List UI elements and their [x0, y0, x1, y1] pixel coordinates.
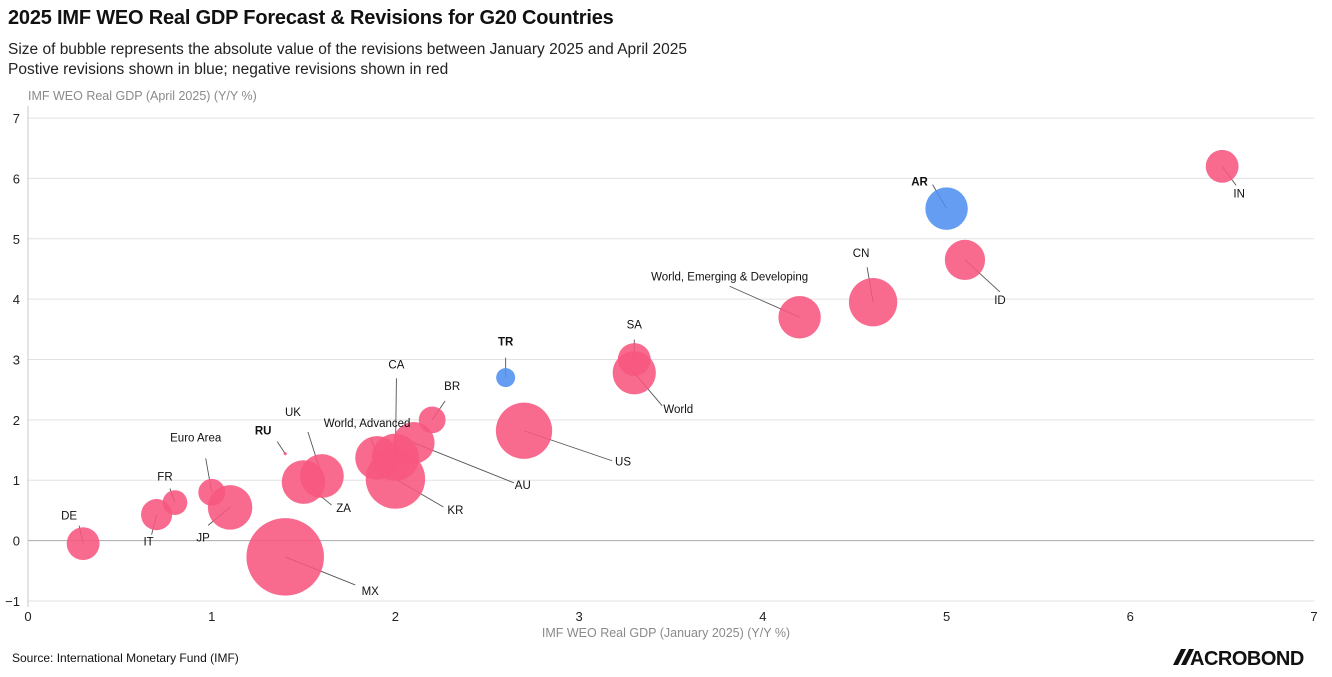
bubble-labels-layer: DE IT FR Euro Area JP MX RU ZA UK World, Advanced…	[61, 177, 1245, 598]
y-tick-label: 7	[13, 111, 20, 126]
bubble-id	[944, 239, 986, 281]
bubble-world-advanced	[355, 436, 399, 480]
chart-subtitle-color-note: Postive revisions shown in blue; negativ…	[8, 61, 449, 78]
x-tick-label: 3	[576, 609, 583, 624]
bubble-label-euro-area: Euro Area	[170, 432, 222, 444]
bubble-au	[393, 422, 435, 464]
svg-text:ACROBOND: ACROBOND	[1190, 648, 1304, 668]
bubble-us	[495, 402, 553, 459]
bubble-in	[1205, 149, 1239, 183]
bubble-de	[66, 527, 100, 561]
bubble-uk	[300, 454, 344, 498]
x-tick-label: 5	[943, 609, 950, 624]
bubble-br	[418, 406, 446, 434]
bubble-label-sa: SA	[627, 320, 643, 332]
bubble-euro-area	[198, 478, 226, 506]
bubble-label-id: ID	[994, 295, 1006, 307]
x-tick-label: 2	[392, 609, 399, 624]
bubble-label-world-advanced: World, Advanced	[324, 418, 411, 430]
x-tick-label: 6	[1127, 609, 1134, 624]
x-tick-label: 4	[759, 609, 766, 624]
y-tick-label: 4	[13, 292, 20, 307]
bubble-label-za: ZA	[336, 503, 351, 515]
bubble-sa	[617, 343, 651, 376]
y-tick-label: 0	[13, 534, 20, 549]
bubble-label-it: IT	[143, 537, 153, 549]
chart-subtitle-size-note: Size of bubble represents the absolute v…	[8, 41, 688, 58]
x-tick-label: 0	[24, 609, 31, 624]
bubble-fr	[162, 490, 188, 515]
y-tick-label: 6	[13, 171, 20, 186]
bubble-label-fr: FR	[157, 472, 172, 484]
y-tick-label: 3	[13, 353, 20, 368]
y-tick-label: −1	[5, 594, 20, 609]
bubble-cn	[848, 277, 898, 327]
macrobond-logo: ACROBOND	[1172, 646, 1324, 673]
bubble-label-in: IN	[1233, 188, 1245, 200]
bubble-label-mx: MX	[362, 586, 380, 598]
y-tick-label: 1	[13, 473, 20, 488]
bubble-label-world-emerging-developing: World, Emerging & Developing	[651, 271, 808, 283]
bubble-label-br: BR	[444, 381, 460, 393]
source-note: Source: International Monetary Fund (IMF…	[12, 651, 239, 665]
bubble-label-cn: CN	[853, 248, 870, 260]
bubble-tr	[496, 368, 516, 388]
y-tick-label: 2	[13, 413, 20, 428]
bubble-label-world: World	[663, 404, 693, 416]
bubble-label-au: AU	[515, 480, 531, 492]
x-tick-label: 7	[1310, 609, 1317, 624]
bubble-label-us: US	[615, 457, 631, 469]
bubble-mx	[246, 518, 324, 596]
bubble-ru	[283, 452, 287, 456]
axis-ticks-layer: −1 0 1 2 3 4 5 6 7 0 1 2 3 4 5 6 7	[5, 111, 1317, 624]
bubbles-layer	[66, 149, 1239, 596]
y-tick-label: 5	[13, 232, 20, 247]
x-tick-label: 1	[208, 609, 215, 624]
bubble-label-jp: JP	[196, 532, 210, 544]
leader-line-ru	[276, 441, 286, 454]
x-axis-label: IMF WEO Real GDP (January 2025) (Y/Y %)	[541, 626, 791, 640]
bubble-label-de: DE	[61, 511, 77, 523]
y-axis-label: IMF WEO Real GDP (April 2025) (Y/Y %)	[28, 89, 257, 103]
bubble-world-emerging-developing	[778, 296, 821, 339]
chart-title: 2025 IMF WEO Real GDP Forecast & Revisio…	[8, 7, 614, 29]
grid-layer	[27, 106, 1314, 607]
bubble-label-uk: UK	[285, 407, 301, 419]
bubble-label-tr: TR	[498, 337, 514, 349]
bubble-label-kr: KR	[447, 505, 463, 517]
bubble-label-ca: CA	[388, 359, 404, 371]
leader-lines-layer	[78, 166, 1237, 586]
bubble-label-ru: RU	[255, 426, 272, 438]
bubble-label-ar: AR	[911, 177, 928, 189]
bubble-ar	[925, 187, 968, 230]
